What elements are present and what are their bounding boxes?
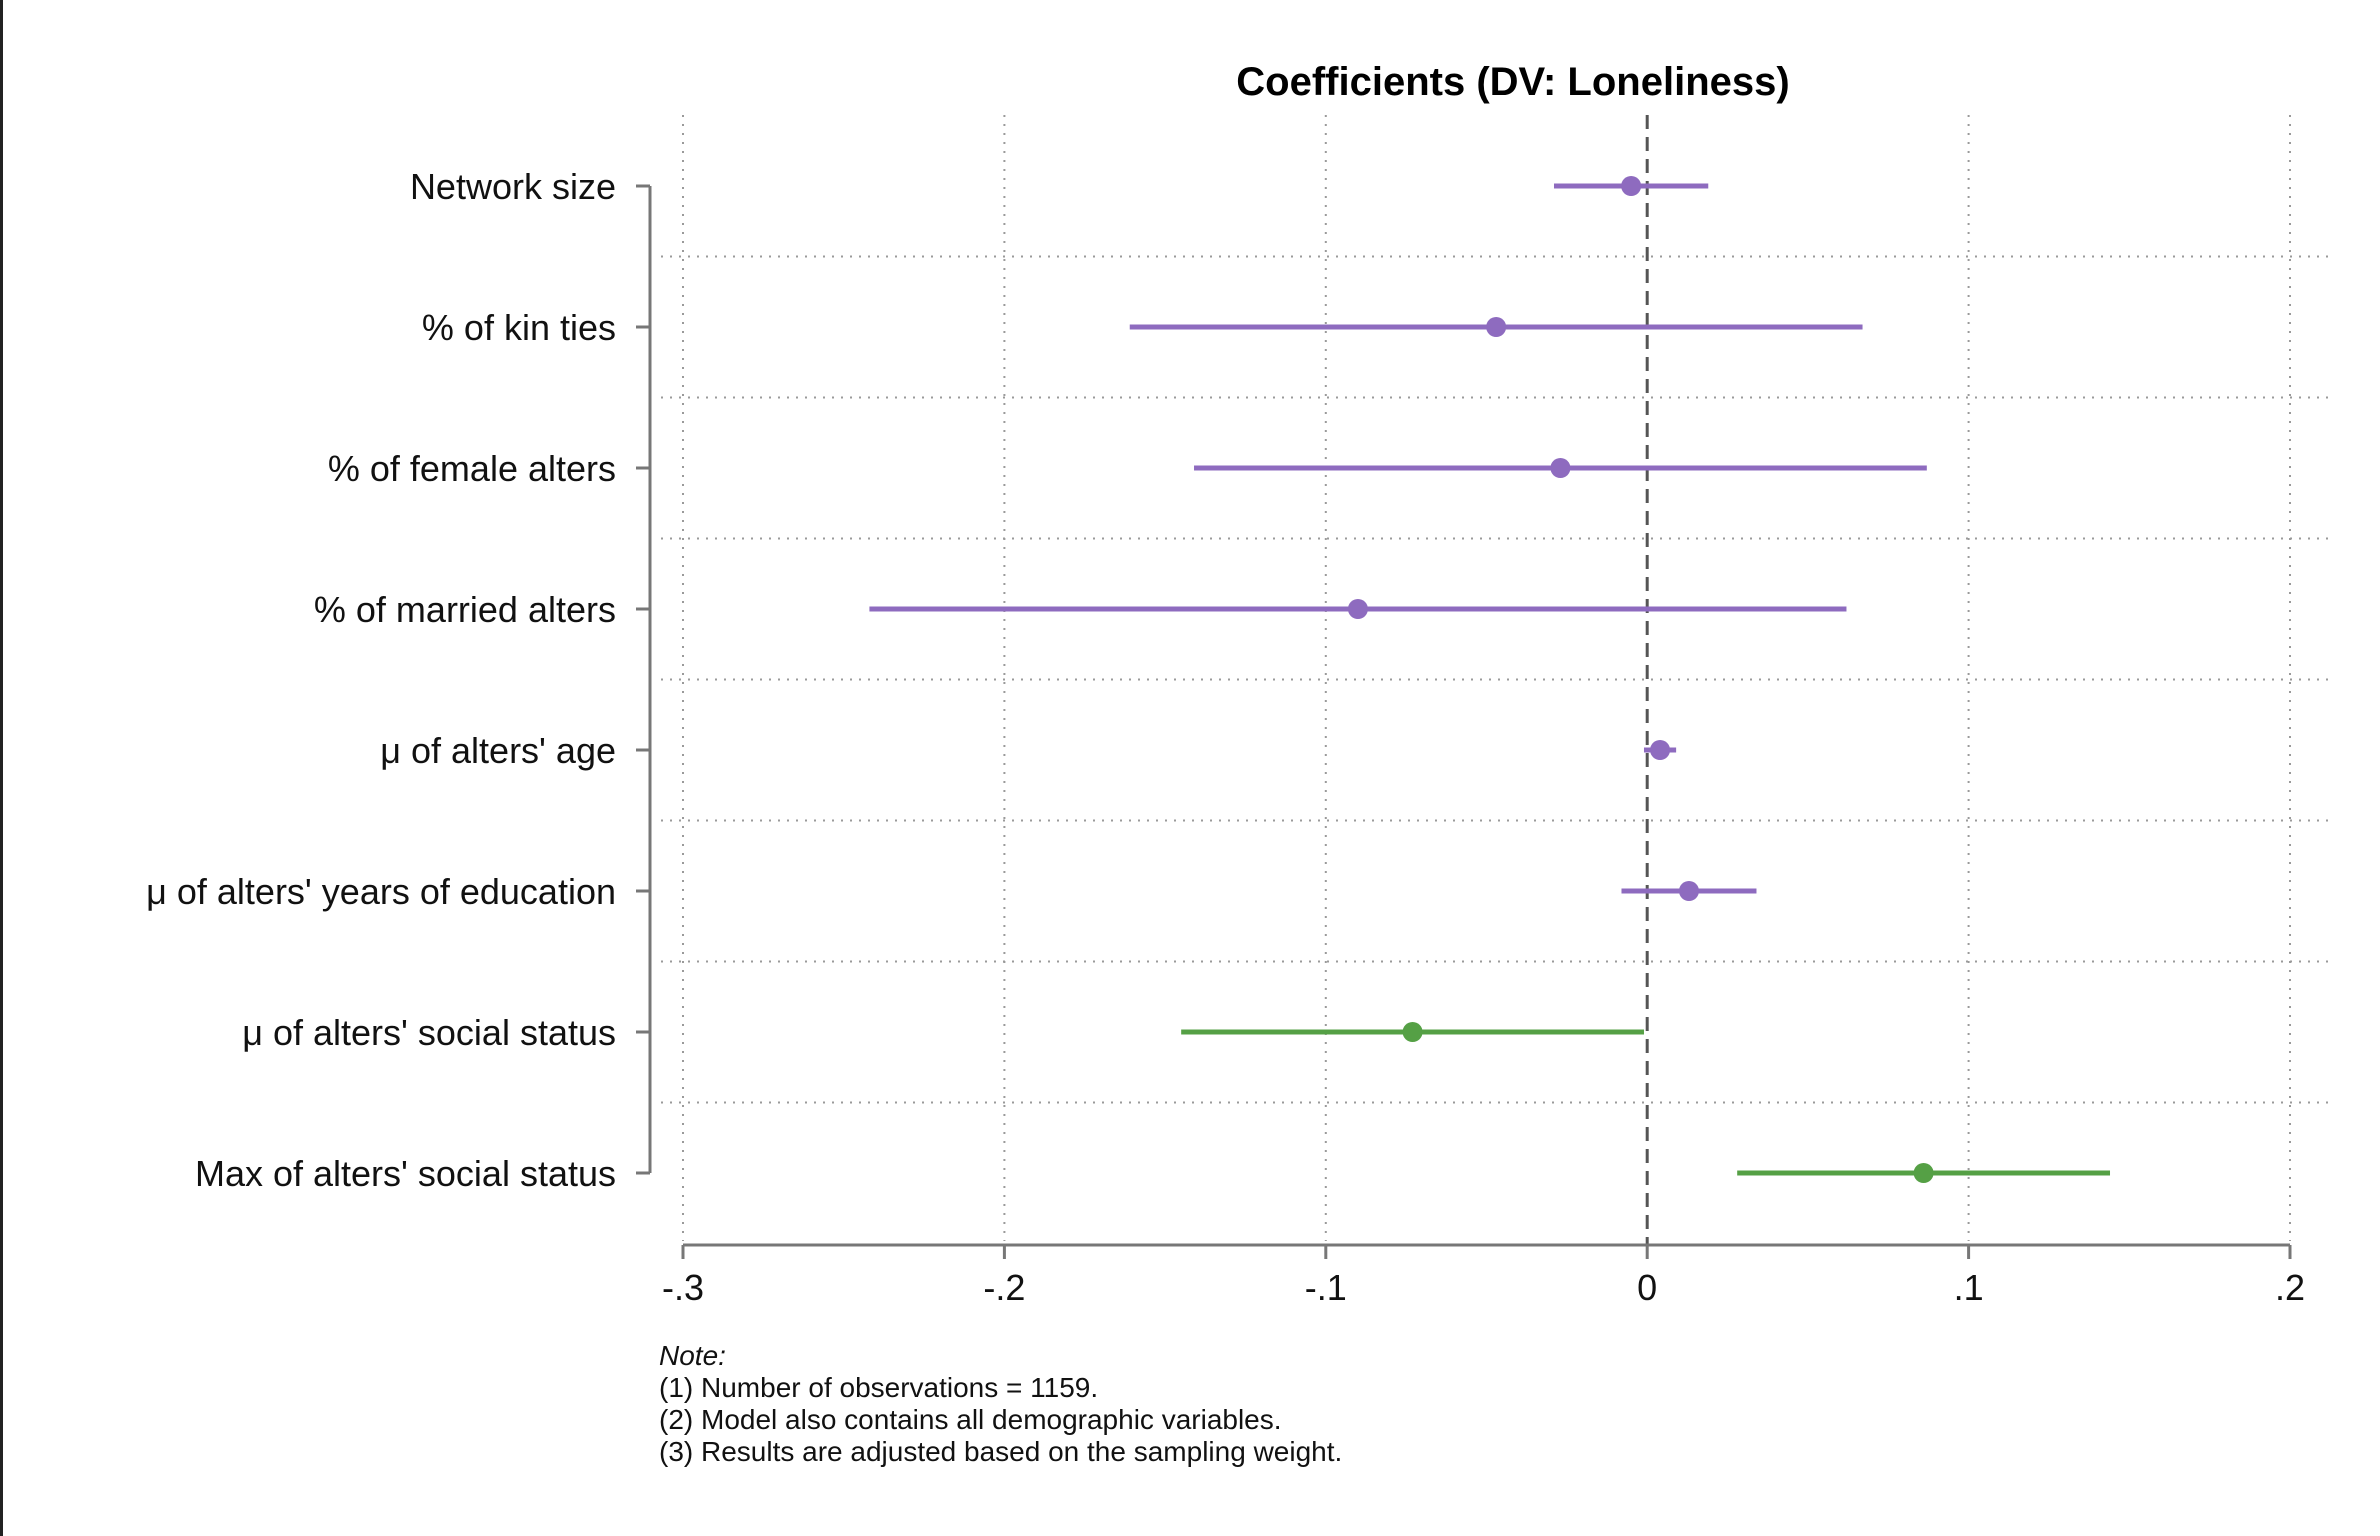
category-label-1: % of kin ties [422, 307, 616, 348]
x-tick-label-0: -.3 [662, 1267, 704, 1308]
x-tick-label-3: 0 [1637, 1267, 1657, 1308]
x-tick-label-2: -.1 [1305, 1267, 1347, 1308]
note-block: Note: (1) Number of observations = 1159.… [659, 1340, 1342, 1468]
estimate-point-0 [1621, 176, 1642, 196]
estimate-point-3 [1347, 599, 1368, 619]
grid-layer [661, 115, 2328, 1245]
estimate-point-2 [1550, 458, 1571, 478]
x-tick-label-1: -.2 [983, 1267, 1025, 1308]
estimate-point-4 [1650, 740, 1671, 760]
category-label-4: μ of alters' age [380, 730, 616, 771]
category-label-3: % of married alters [314, 589, 616, 630]
note-line-3: (3) Results are adjusted based on the sa… [659, 1436, 1343, 1467]
x-tick-label-5: .2 [2275, 1267, 2305, 1308]
chart-title: Coefficients (DV: Loneliness) [1236, 60, 1789, 104]
category-label-0: Network size [410, 166, 616, 207]
marks-layer [869, 176, 2111, 1183]
note-line-1: (1) Number of observations = 1159. [659, 1372, 1099, 1403]
category-label-6: μ of alters' social status [242, 1012, 616, 1053]
category-label-5: μ of alters' years of education [146, 871, 616, 912]
note-title: Note: [659, 1340, 726, 1371]
estimate-point-6 [1402, 1022, 1423, 1042]
note-line-2: (2) Model also contains all demographic … [659, 1404, 1282, 1435]
estimate-point-1 [1486, 317, 1507, 337]
chart-svg: -.3 -.2 -.1 0 .1 .2 Network size % of kin ties%… [146, 60, 2328, 1308]
x-tick-label-4: .1 [1954, 1267, 1984, 1308]
axis-layer: -.3 -.2 -.1 0 .1 .2 Network size % of kin ties%… [146, 166, 2305, 1308]
category-label-2: % of female alters [328, 448, 616, 489]
category-label-7: Max of alters' social status [195, 1153, 616, 1194]
estimate-point-5 [1678, 881, 1699, 901]
estimate-point-7 [1913, 1163, 1934, 1183]
